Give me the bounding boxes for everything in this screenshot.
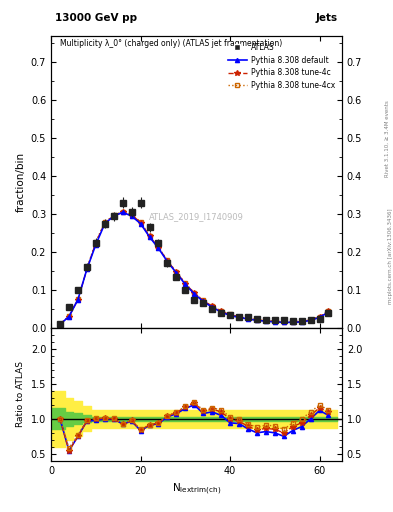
Text: mcplots.cern.ch [arXiv:1306.3436]: mcplots.cern.ch [arXiv:1306.3436] [387, 208, 393, 304]
Text: Multiplicity λ_0° (charged only) (ATLAS jet fragmentation): Multiplicity λ_0° (charged only) (ATLAS … [60, 39, 282, 48]
Text: ATLAS_2019_I1740909: ATLAS_2019_I1740909 [149, 212, 244, 222]
Legend: ATLAS, Pythia 8.308 default, Pythia 8.308 tune-4c, Pythia 8.308 tune-4cx: ATLAS, Pythia 8.308 default, Pythia 8.30… [225, 39, 338, 93]
Y-axis label: Ratio to ATLAS: Ratio to ATLAS [16, 361, 25, 428]
Y-axis label: fraction/bin: fraction/bin [15, 152, 25, 212]
Text: Jets: Jets [316, 13, 338, 23]
Text: Rivet 3.1.10, ≥ 3.4M events: Rivet 3.1.10, ≥ 3.4M events [385, 100, 390, 177]
Text: 13000 GeV pp: 13000 GeV pp [55, 13, 137, 23]
X-axis label: N$_{\mathregular{lextrim(ch)}}$: N$_{\mathregular{lextrim(ch)}}$ [172, 481, 221, 497]
